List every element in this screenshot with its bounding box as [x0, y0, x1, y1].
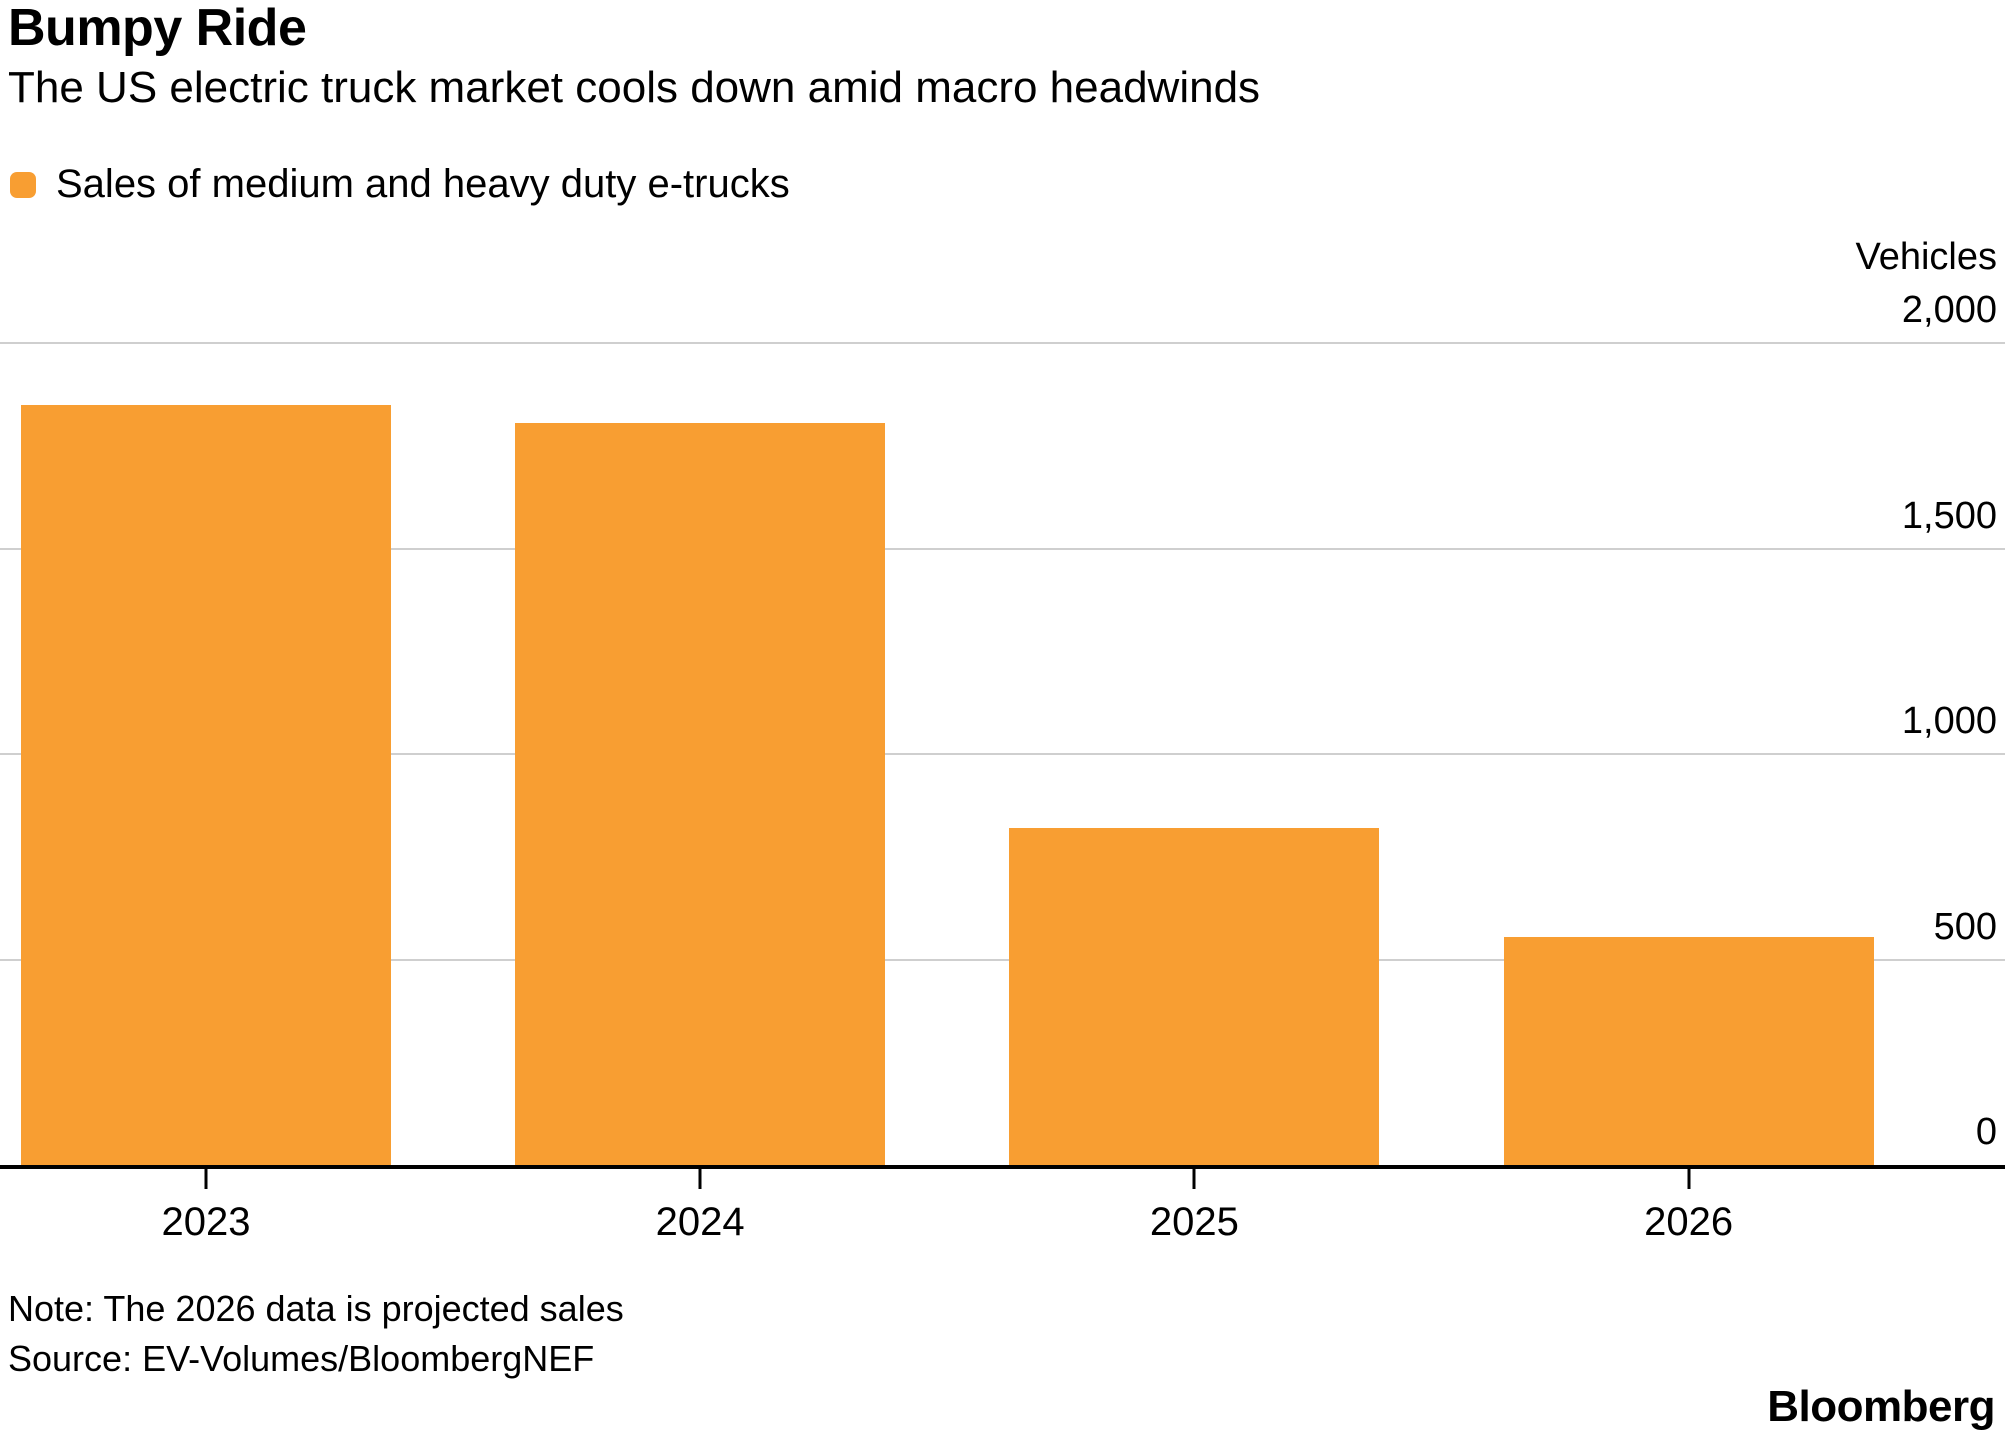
gridline-2000	[0, 342, 2005, 344]
legend: Sales of medium and heavy duty e-trucks	[10, 162, 790, 207]
chart-subtitle: The US electric truck market cools down …	[8, 63, 1261, 112]
x-tick-label-2023: 2023	[161, 1200, 251, 1244]
gridline-1500	[0, 547, 2005, 550]
bar-2024	[515, 423, 886, 1165]
gridline-500	[0, 958, 2005, 961]
x-tick-label-2026: 2026	[1644, 1200, 1734, 1244]
x-tick-2023	[204, 1169, 208, 1189]
source-text: Source: EV-Volumes/BloombergNEF	[8, 1338, 595, 1379]
y-tick-label-1000: 1,000	[1901, 700, 1997, 742]
y-tick-label-1500: 1,500	[1901, 494, 1997, 537]
y-tick-label-2000: 2,000	[1901, 289, 1997, 331]
note-text: Note: The 2026 data is projected sales	[8, 1288, 624, 1329]
chart-title: Bumpy Ride	[8, 0, 307, 57]
x-tick-label-2024: 2024	[655, 1200, 745, 1244]
bloomberg-logo: Bloomberg	[1767, 1382, 1995, 1431]
bar-2023	[20, 404, 391, 1165]
y-tick-label-500: 500	[1933, 905, 1997, 948]
x-tick-label-2025: 2025	[1149, 1200, 1239, 1244]
x-tick-2026	[1687, 1169, 1691, 1189]
legend-swatch-icon	[10, 171, 36, 198]
bar-2026	[1503, 936, 1874, 1165]
x-tick-2025	[1192, 1169, 1196, 1189]
x-tick-2024	[698, 1169, 702, 1189]
legend-label: Sales of medium and heavy duty e-trucks	[56, 162, 790, 206]
y-tick-label-0: 0	[1975, 1111, 1997, 1153]
plot-area	[0, 342, 2005, 1169]
bar-2025	[1009, 827, 1380, 1165]
gridline-1000	[0, 753, 2005, 755]
y-axis-unit-label: Vehicles	[1855, 236, 1997, 278]
